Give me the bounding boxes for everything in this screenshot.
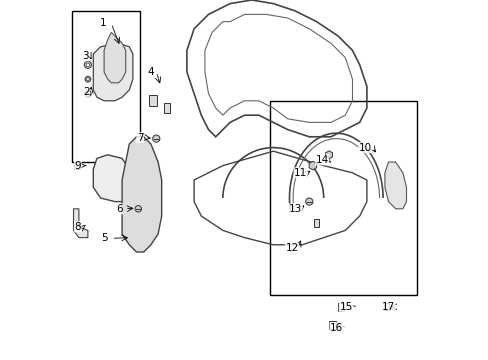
Text: 9: 9: [74, 161, 81, 171]
Text: 17: 17: [381, 302, 394, 312]
Text: 7: 7: [137, 132, 143, 143]
Bar: [269, 101, 416, 295]
Bar: [383, 303, 388, 310]
Circle shape: [84, 90, 91, 97]
Text: 15: 15: [339, 302, 352, 312]
Circle shape: [305, 198, 312, 205]
Circle shape: [86, 63, 89, 67]
Text: 12: 12: [285, 243, 298, 253]
Bar: [313, 219, 319, 227]
Text: 13: 13: [288, 204, 302, 214]
Text: 10: 10: [358, 143, 371, 153]
Polygon shape: [104, 32, 125, 83]
Polygon shape: [93, 43, 133, 101]
Polygon shape: [73, 209, 88, 238]
Bar: [163, 103, 170, 113]
Circle shape: [152, 135, 160, 142]
Circle shape: [86, 78, 89, 81]
Bar: [337, 303, 344, 311]
Polygon shape: [325, 151, 332, 159]
Text: 1: 1: [100, 18, 106, 28]
Text: 6: 6: [116, 204, 122, 214]
Bar: [329, 321, 335, 329]
Circle shape: [135, 206, 141, 212]
Bar: [148, 95, 156, 106]
Circle shape: [84, 61, 91, 68]
Text: 14: 14: [315, 155, 328, 165]
Text: 3: 3: [82, 51, 88, 61]
Text: 5: 5: [102, 233, 108, 243]
Text: 4: 4: [147, 67, 154, 77]
Text: 2: 2: [82, 87, 89, 97]
Circle shape: [85, 76, 91, 82]
Text: 8: 8: [74, 222, 81, 232]
Bar: [74, 162, 80, 169]
Polygon shape: [122, 137, 162, 252]
Text: 11: 11: [293, 168, 306, 178]
Polygon shape: [308, 161, 316, 170]
Text: 16: 16: [329, 323, 343, 333]
Polygon shape: [93, 155, 129, 202]
Bar: [72, 11, 140, 162]
Polygon shape: [384, 162, 406, 209]
